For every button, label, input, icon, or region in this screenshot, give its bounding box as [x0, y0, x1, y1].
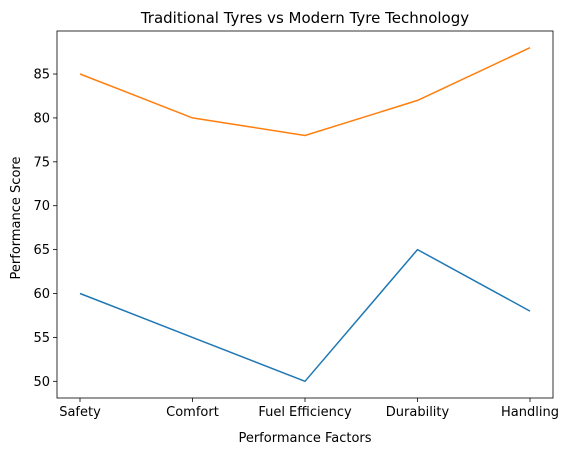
y-axis-label: Performance Score: [9, 157, 24, 280]
y-tick-label: 80: [33, 111, 50, 126]
x-tick-label: Safety: [59, 405, 101, 420]
y-tick-label: 70: [33, 199, 50, 214]
y-tick-label: 50: [33, 375, 50, 390]
plot-area: Safety Comfort Fuel Efficiency Durability Ha…: [33, 30, 559, 420]
chart-title: Traditional Tyres vs Modern Tyre Technol…: [140, 9, 469, 27]
y-tick-label: 65: [33, 243, 50, 258]
x-tick-label: Handling: [501, 405, 559, 420]
x-tick-label: Fuel Efficiency: [258, 405, 352, 420]
series-line-1: [79, 248, 531, 383]
x-tick-label: Durability: [386, 405, 450, 420]
y-tick-label: 75: [33, 155, 50, 170]
y-tick-label: 55: [33, 331, 50, 346]
x-tick-label: Comfort: [166, 405, 219, 420]
plot-frame: [56, 30, 554, 399]
series-line-2: [79, 47, 531, 137]
y-tick-label: 85: [33, 68, 50, 83]
y-tick-label: 60: [33, 287, 50, 302]
x-axis-label: Performance Factors: [238, 431, 371, 446]
